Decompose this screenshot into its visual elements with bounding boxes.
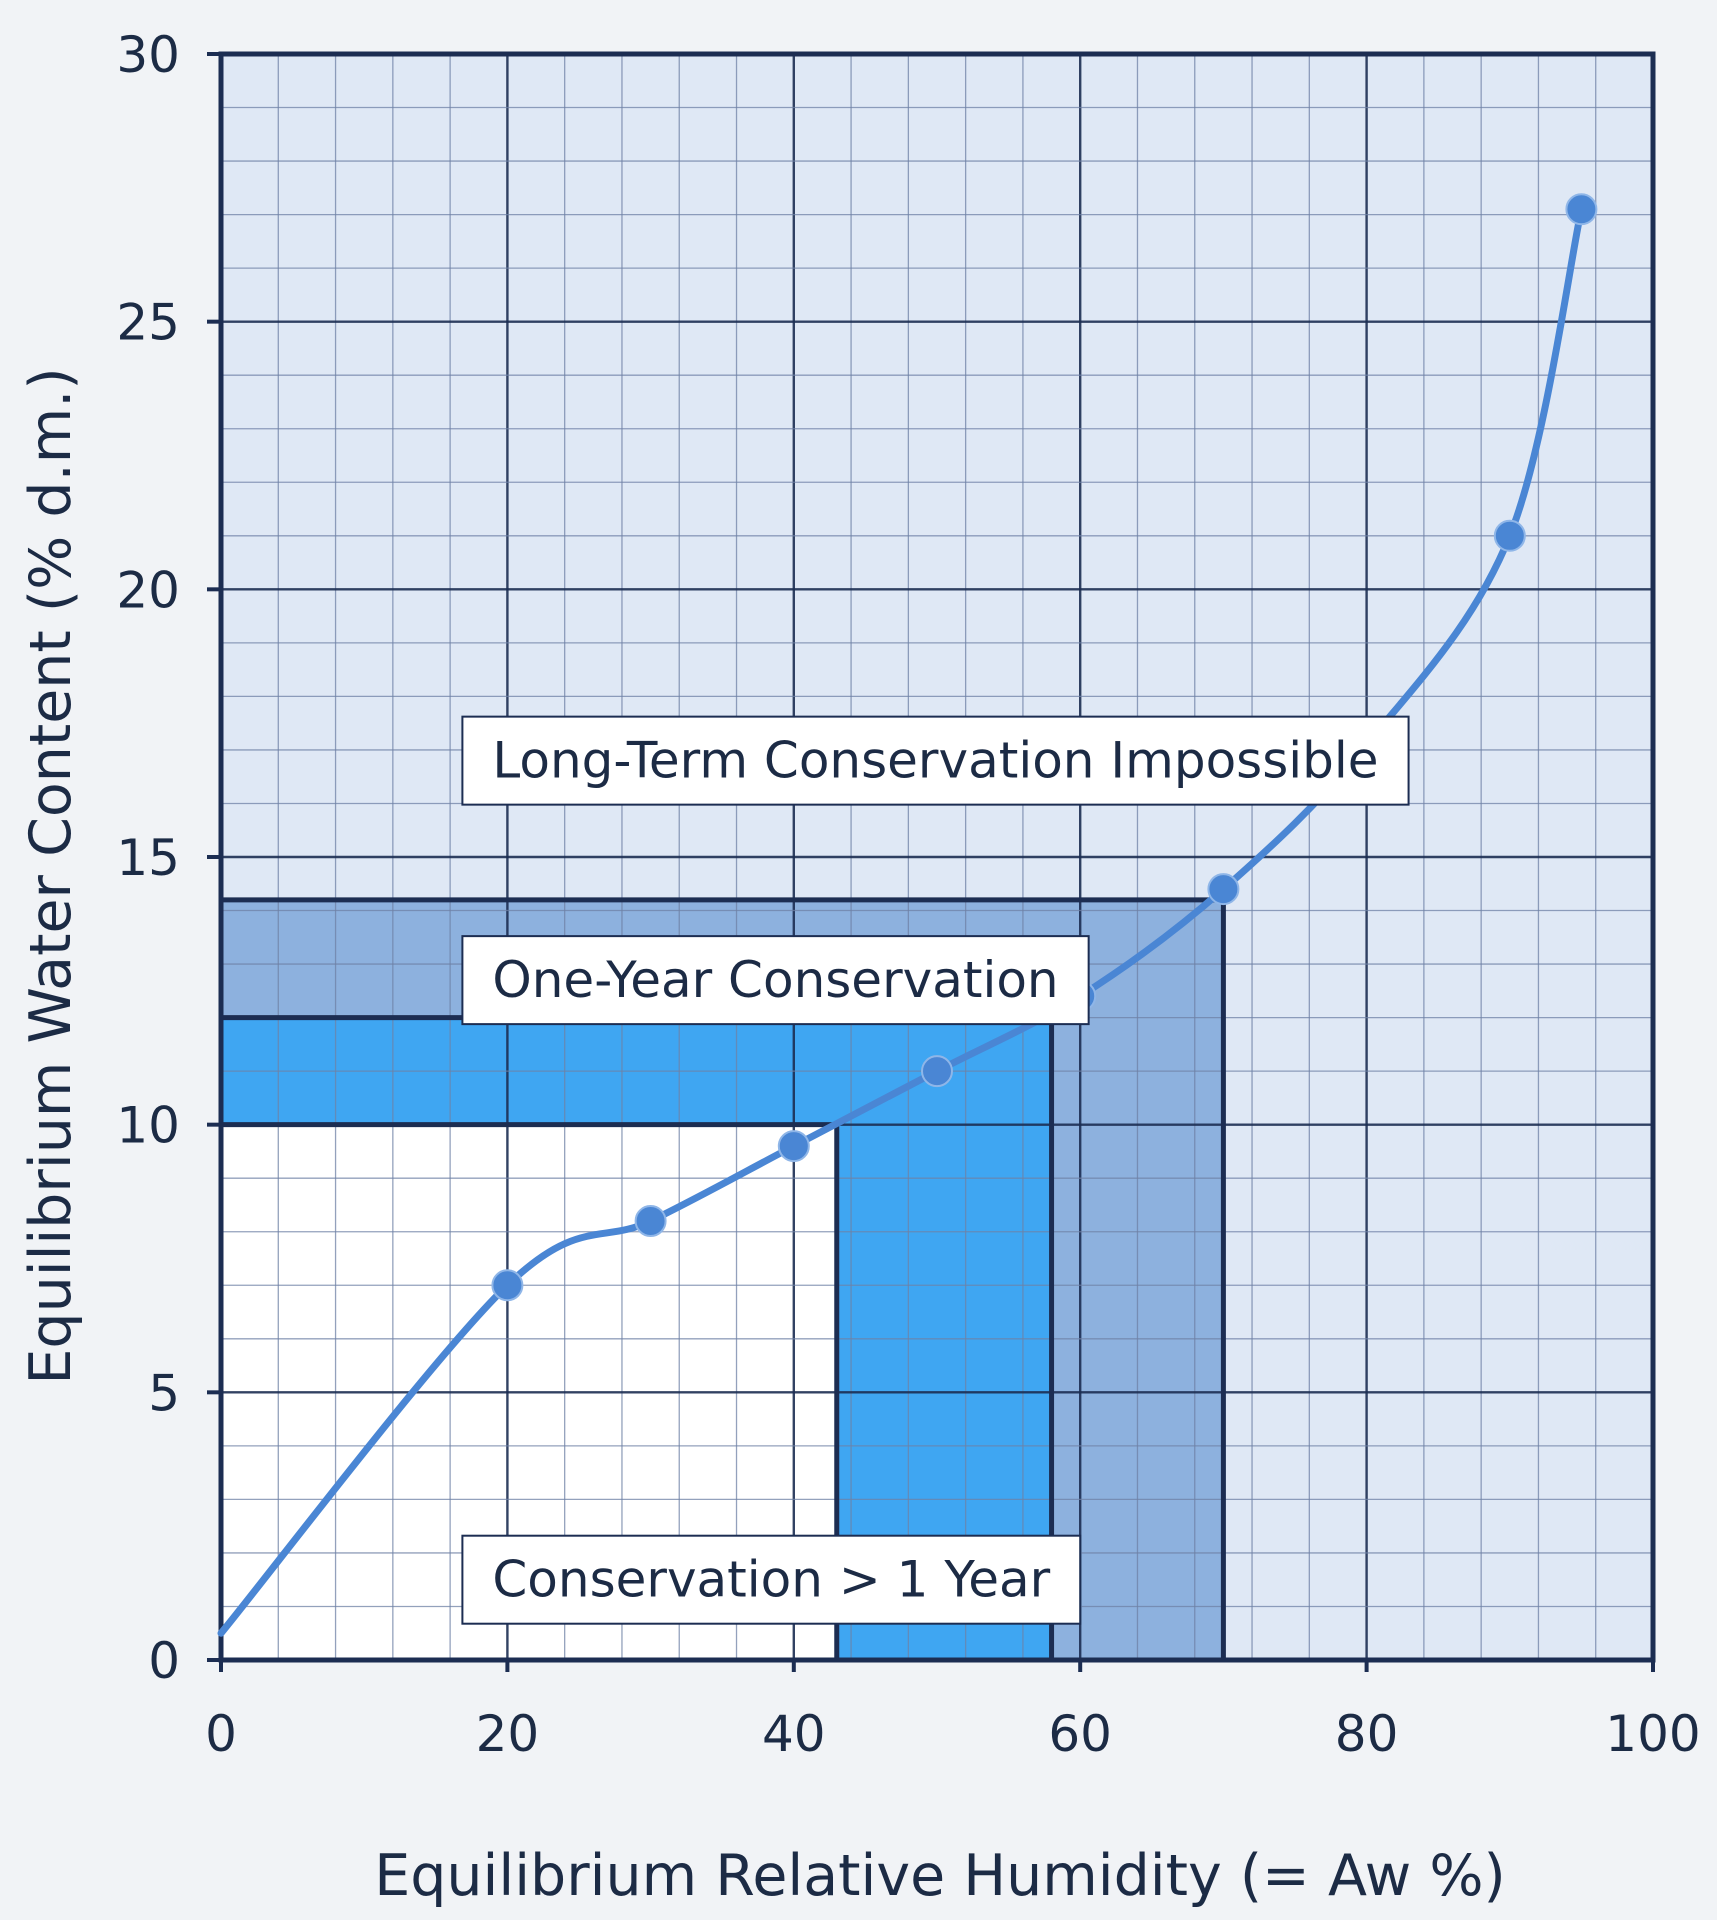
data-point (921, 1055, 953, 1088)
x-tick-label: 100 (1605, 1705, 1700, 1763)
data-point (777, 1130, 810, 1163)
x-tick-label: 20 (476, 1705, 540, 1763)
zone-label: Conservation > 1 Year (492, 1551, 1050, 1609)
zone-label-background (461, 715, 1410, 806)
sorption-curve (217, 205, 1585, 1637)
zone-label-background (461, 935, 1090, 1026)
zone-label-box: One-Year Conservation (461, 935, 1090, 1026)
y-tick-label: 0 (148, 1632, 180, 1690)
tick-labels: 0 20 40 60 80 100 0 5 10 15 20 25 30 (116, 26, 1700, 1763)
zone-label: One-Year Conservation (492, 951, 1058, 1009)
data-point (1565, 193, 1598, 226)
data-point (1493, 519, 1526, 552)
plot-frame (207, 51, 1656, 1672)
zone-label-box: Long-Term Conservation Impossible (461, 715, 1410, 806)
data-point (491, 1269, 524, 1302)
zone-label-background (461, 1534, 1082, 1625)
zone-label-box: Conservation > 1 Year (461, 1534, 1082, 1625)
y-tick-label: 5 (148, 1364, 180, 1422)
x-axis-title: Equilibrium Relative Humidity (= Aw %) (374, 1843, 1506, 1909)
x-tick-label: 40 (762, 1705, 826, 1763)
data-point (1207, 873, 1240, 906)
y-tick-label: 10 (116, 1097, 180, 1155)
y-axis-title: Equilibrium Water Content (% d.m.) (18, 367, 84, 1384)
series-line (217, 205, 1585, 1637)
zone-label: Long-Term Conservation Impossible (492, 732, 1378, 790)
zone-labels: Long-Term Conservation Impossible One-Yea… (461, 715, 1410, 1625)
y-tick-label: 15 (116, 829, 180, 887)
x-tick-label: 60 (1048, 1705, 1112, 1763)
y-tick-label: 20 (116, 561, 180, 619)
data-point (634, 1205, 667, 1238)
x-tick-label: 80 (1335, 1705, 1399, 1763)
y-tick-label: 30 (116, 26, 180, 84)
x-tick-label: 0 (205, 1705, 237, 1763)
y-tick-label: 25 (116, 294, 180, 352)
